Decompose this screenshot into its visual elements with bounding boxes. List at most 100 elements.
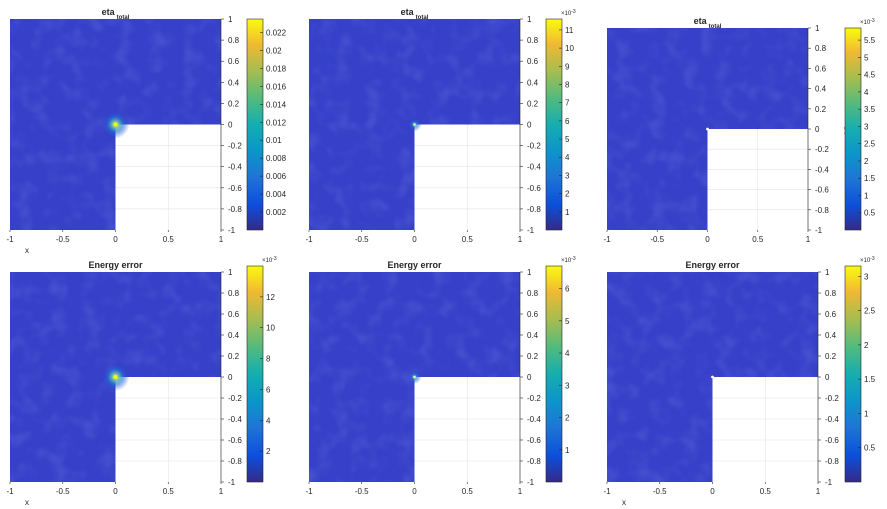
colorbar-tick-label: 3	[864, 272, 869, 281]
x-axis-label: x	[25, 246, 29, 255]
singularity-peak	[113, 375, 118, 379]
x-tick-label: 1	[806, 235, 811, 244]
colorbar-gradient	[545, 265, 563, 483]
y-tick-label: 0.4	[527, 78, 539, 87]
y-tick-label: -0.6	[228, 184, 242, 193]
colorbar-exponent-value: -3	[272, 256, 277, 262]
colorbar-tick-label: 2	[864, 341, 869, 350]
x-tick-label: 0	[113, 235, 118, 244]
y-tick-label: -0.4	[228, 163, 242, 172]
colorbar-tick-label: 2	[266, 447, 271, 456]
x-tick-label: -0.5	[653, 487, 667, 496]
colorbar-tick-label: 1	[864, 409, 869, 418]
y-tick-label: 0.2	[228, 352, 240, 361]
y-tick-label: 0.8	[815, 44, 827, 53]
x-tick-label: 0.5	[462, 487, 474, 496]
singularity-peak	[413, 375, 416, 379]
panel-title-subscript: total	[117, 15, 130, 21]
colorbar-tick-label: 5	[864, 53, 869, 62]
singularity-peak	[413, 123, 416, 126]
y-axis: 1 0.8 0.6 0.4 0.2 0 -0.2 -0.4 -0.6 -0.8 -1	[220, 268, 242, 487]
colorbar-gradient	[545, 18, 563, 231]
x-axis: -1 -0.5 0 0.5 1	[305, 482, 523, 496]
y-tick-label: 0.4	[825, 331, 837, 340]
y-tick-label: 1	[825, 268, 830, 277]
y-tick-label: -0.8	[825, 457, 839, 466]
colorbar-tick-label: 8	[565, 80, 570, 89]
x-tick-label: 1	[518, 235, 523, 244]
y-tick-label: -0.8	[228, 457, 242, 466]
y-tick-label: -1	[228, 478, 236, 487]
y-tick-label: 0.8	[228, 36, 240, 45]
colorbar-tick-label: 5	[565, 135, 570, 144]
colorbar-tick-label: 4	[565, 349, 570, 358]
y-tick-label: 0.2	[527, 99, 539, 108]
x-tick-label: 0	[113, 487, 118, 496]
colorbar-tick-label: 5.5	[864, 36, 876, 45]
colorbar-tick-label: 11	[565, 26, 574, 35]
y-tick-label: -0.6	[228, 436, 242, 445]
colorbar: 1 2 3 4 5 6 ×10-3	[545, 256, 576, 483]
y-tick-label: -1	[527, 226, 535, 235]
x-tick-label: 0.5	[760, 487, 772, 496]
colorbar-gradient	[246, 18, 264, 231]
colorbar-tick-label: 0.008	[266, 154, 287, 163]
heatmap-panel-6: Energy error 1 0.8 0.6 0.4 0.2 0 -0.2 -0.4 -0.6 -0…	[603, 256, 875, 507]
y-tick-label: -0.2	[228, 142, 242, 151]
x-axis: -1 -0.5 0 0.5 1 x	[603, 482, 821, 507]
y-tick-label: -0.2	[825, 394, 839, 403]
y-tick-label: -0.8	[815, 206, 829, 215]
y-tick-label: 0.6	[527, 310, 539, 319]
y-tick-label: 0.8	[527, 36, 539, 45]
colorbar-tick-label: 1.5	[864, 375, 876, 384]
heatmap-panel-2: etatotal 1 0.8 0.6 0.4 0.2 0 -0.2 -0.4 -0.6 -0.8 -1…	[305, 7, 575, 244]
x-tick-label: 0.5	[462, 235, 474, 244]
y-tick-label: 1	[527, 268, 532, 277]
x-axis: -1 -0.5 0 0.5 1 x	[6, 482, 224, 507]
y-tick-label: -0.4	[527, 415, 541, 424]
y-tick-label: -1	[228, 226, 236, 235]
y-axis: 1 0.8 0.6 0.4 0.2 0 -0.2 -0.4 -0.6 -0.8 -1	[519, 268, 541, 487]
y-tick-label: -1	[815, 226, 823, 235]
y-tick-label: 0.6	[228, 57, 240, 66]
y-tick-label: 0	[815, 125, 820, 134]
y-tick-label: 1	[228, 15, 233, 24]
y-tick-label: 0.4	[228, 78, 240, 87]
y-tick-label: 0.8	[228, 289, 240, 298]
y-tick-label: 0	[527, 373, 532, 382]
colorbar-exponent: ×10-3	[262, 256, 277, 264]
colorbar-tick-label: 2.5	[864, 140, 876, 149]
y-tick-label: 0	[228, 373, 233, 382]
colorbar-tick-label: 10	[266, 324, 275, 333]
x-tick-label: 0.5	[163, 487, 175, 496]
heatmap-panel-4: Energy error 1 0.8 0.6 0.4 0.2 0 -0.2 -0.4 -0.6 -0…	[6, 256, 276, 507]
colorbar-tick-label: 12	[266, 293, 275, 302]
colorbar-tick-label: 6	[565, 117, 570, 126]
colorbar-tick-label: 0.018	[266, 64, 287, 73]
colorbar-tick-label: 8	[266, 355, 271, 364]
x-tick-label: 1	[219, 487, 224, 496]
colorbar-tick-label: 2	[864, 157, 869, 166]
colorbar-tick-label: 0.014	[266, 100, 287, 109]
colorbar-tick-label: 0.006	[266, 172, 287, 181]
colorbar-tick-label: 4	[266, 416, 271, 425]
y-tick-label: 0.6	[228, 310, 240, 319]
x-axis: -1 -0.5 0 0.5 1	[305, 230, 523, 244]
colorbar-gradient	[246, 265, 264, 483]
colorbar-exponent: ×10-3	[860, 256, 875, 264]
colorbar-exponent: ×10-3	[561, 9, 576, 17]
y-tick-label: 0.8	[825, 289, 837, 298]
x-tick-label: 0.5	[752, 235, 764, 244]
colorbar-tick-label: 0.5	[864, 444, 876, 453]
y-tick-label: -0.4	[815, 165, 829, 174]
y-tick-label: -1	[527, 478, 535, 487]
colorbar-tick-label: 1	[864, 191, 869, 200]
y-tick-label: 0.4	[527, 331, 539, 340]
y-tick-label: -0.8	[228, 205, 242, 214]
colorbar-gradient	[844, 27, 862, 231]
colorbar-tick-label: 4	[864, 88, 869, 97]
y-axis: 1 0.8 0.6 0.4 0.2 0 -0.2 -0.4 -0.6 -0.8 -1	[519, 15, 541, 235]
y-tick-label: 0.2	[825, 352, 837, 361]
colorbar-tick-label: 1	[565, 208, 570, 217]
